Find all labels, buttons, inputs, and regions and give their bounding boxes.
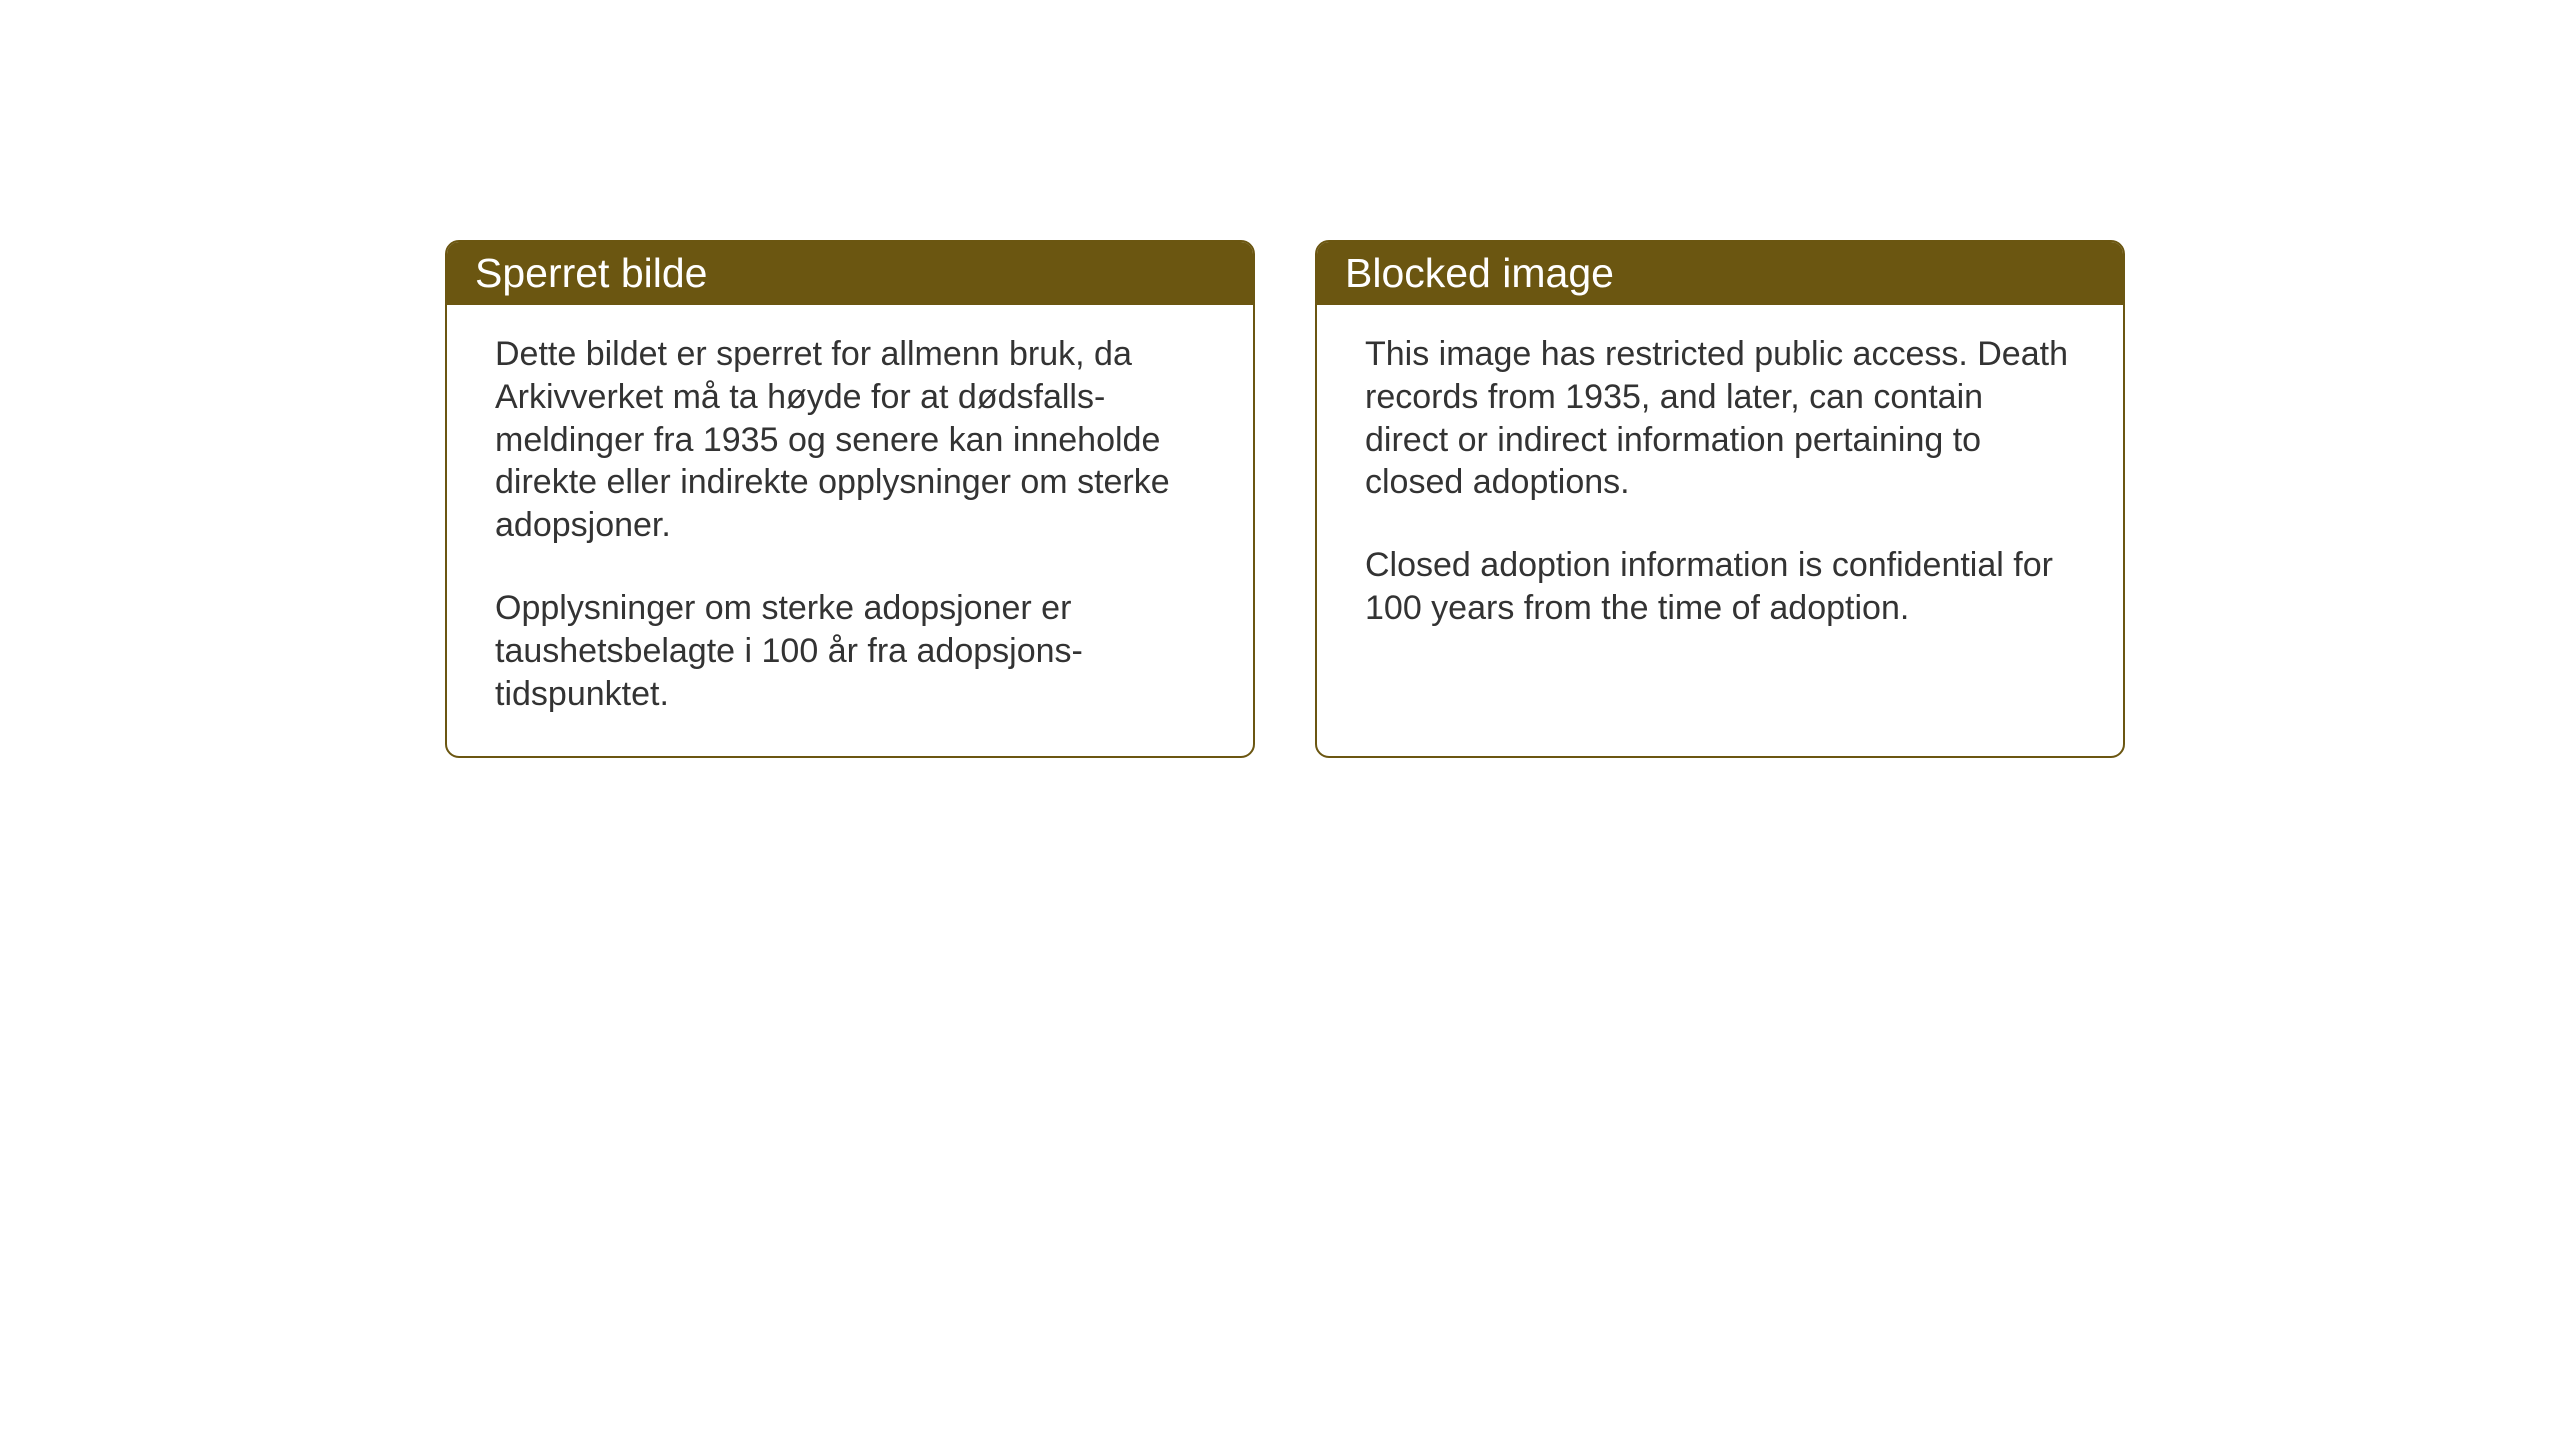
notice-paragraph-1-english: This image has restricted public access.…: [1365, 333, 2075, 504]
notice-container: Sperret bilde Dette bildet er sperret fo…: [445, 240, 2125, 758]
notice-body-english: This image has restricted public access.…: [1317, 305, 2123, 670]
notice-paragraph-2-norwegian: Opplysninger om sterke adopsjoner er tau…: [495, 587, 1205, 715]
notice-title-norwegian: Sperret bilde: [447, 242, 1253, 305]
notice-card-norwegian: Sperret bilde Dette bildet er sperret fo…: [445, 240, 1255, 758]
notice-body-norwegian: Dette bildet er sperret for allmenn bruk…: [447, 305, 1253, 756]
notice-paragraph-1-norwegian: Dette bildet er sperret for allmenn bruk…: [495, 333, 1205, 547]
notice-title-english: Blocked image: [1317, 242, 2123, 305]
notice-paragraph-2-english: Closed adoption information is confident…: [1365, 544, 2075, 630]
notice-card-english: Blocked image This image has restricted …: [1315, 240, 2125, 758]
